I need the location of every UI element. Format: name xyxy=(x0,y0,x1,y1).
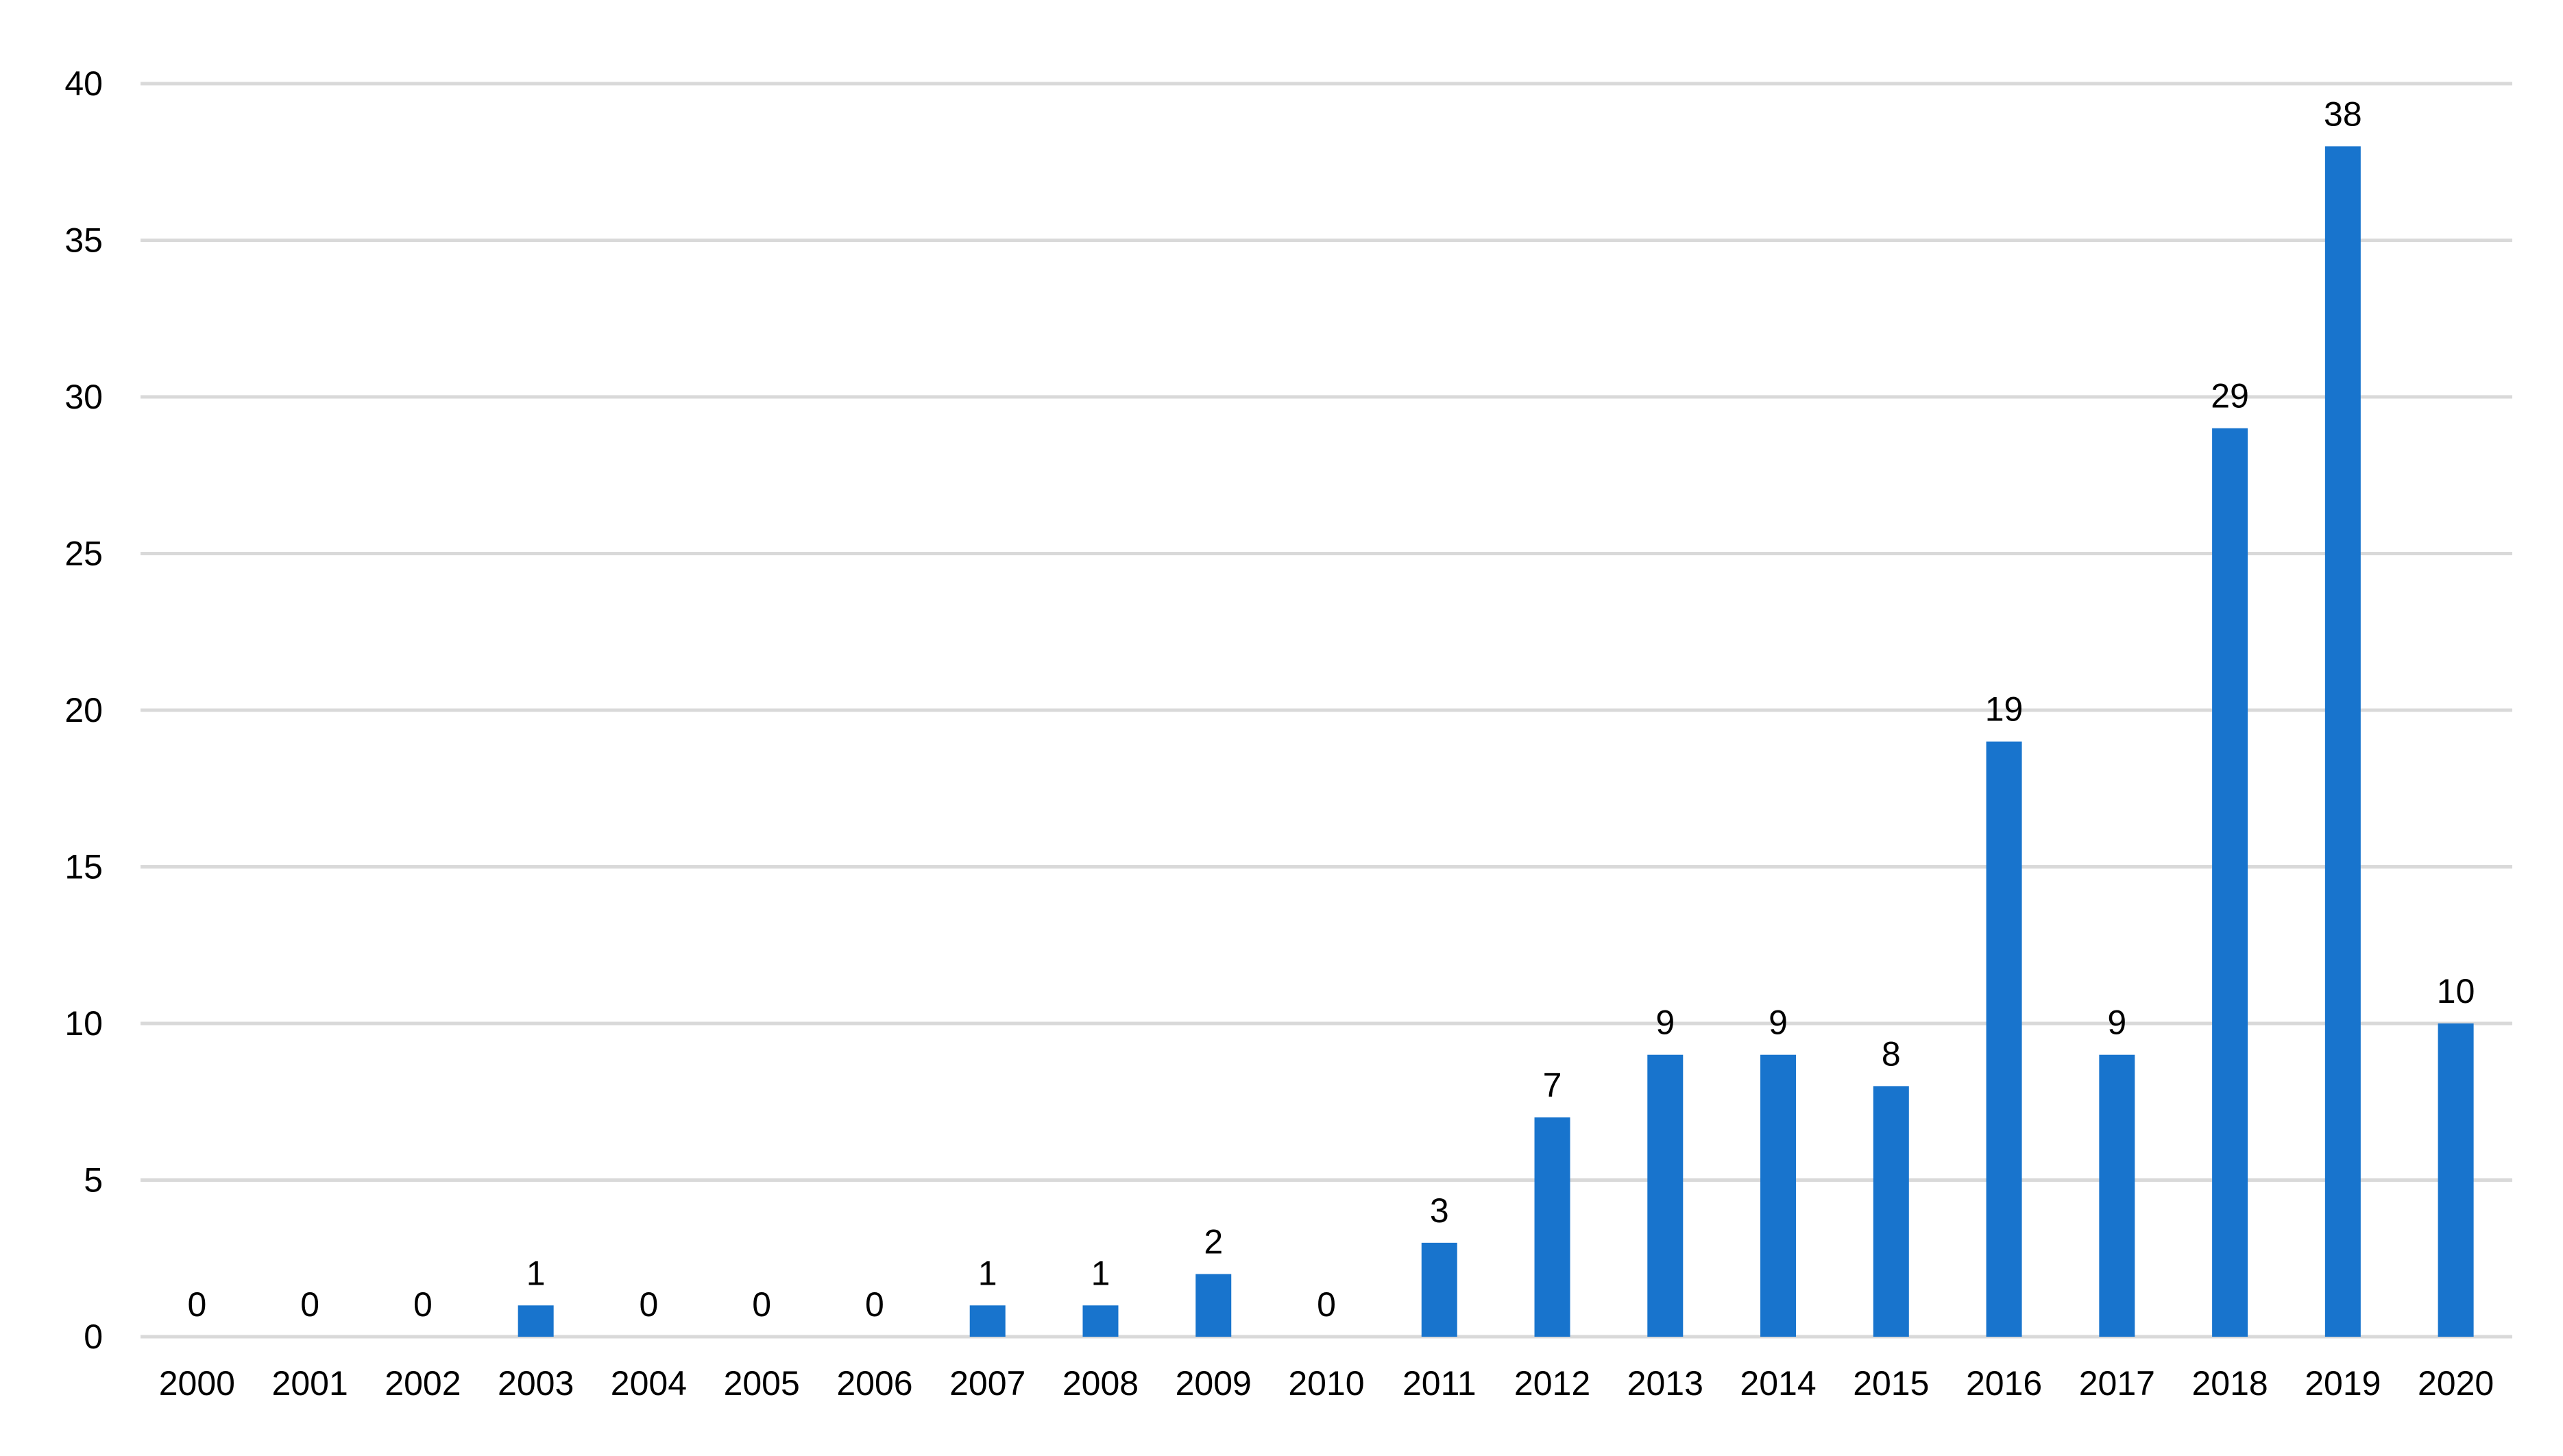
x-tick-label: 2008 xyxy=(1062,1364,1139,1403)
bar xyxy=(1760,1054,1797,1337)
y-axis-tick-labels: 0 5 10 15 20 25 30 35 40 xyxy=(64,64,103,1356)
y-tick-label: 10 xyxy=(64,1004,103,1043)
x-tick-label: 2005 xyxy=(724,1364,800,1403)
data-label: 9 xyxy=(1655,1004,1675,1042)
bars xyxy=(518,146,2474,1337)
x-tick-label: 2016 xyxy=(1966,1364,2042,1403)
data-label: 1 xyxy=(978,1254,997,1292)
x-tick-label: 2002 xyxy=(385,1364,461,1403)
data-label: 38 xyxy=(2324,95,2362,133)
bar xyxy=(1647,1054,1684,1337)
bar xyxy=(518,1305,554,1337)
y-tick-label: 15 xyxy=(64,848,103,886)
data-label: 8 xyxy=(1882,1034,1901,1073)
x-tick-label: 2007 xyxy=(949,1364,1025,1403)
data-label: 7 xyxy=(1543,1066,1562,1104)
gridlines xyxy=(141,82,2512,1339)
y-tick-label: 20 xyxy=(64,691,103,729)
bar xyxy=(2099,1054,2135,1337)
x-tick-label: 2000 xyxy=(159,1364,235,1403)
x-tick-label: 2013 xyxy=(1627,1364,1703,1403)
y-tick-label: 0 xyxy=(84,1318,103,1356)
bar xyxy=(2324,146,2361,1337)
data-label: 0 xyxy=(752,1285,771,1324)
x-tick-label: 2001 xyxy=(272,1364,348,1403)
data-label: 0 xyxy=(1317,1285,1336,1324)
x-tick-label: 2020 xyxy=(2418,1364,2494,1403)
x-axis-tick-labels: 2000 2001 2002 2003 2004 2005 2006 2007 2008 2009… xyxy=(159,1364,2494,1403)
bar xyxy=(1873,1086,1909,1337)
bar xyxy=(1534,1117,1570,1337)
data-label: 3 xyxy=(1430,1191,1449,1230)
data-label: 0 xyxy=(413,1285,433,1324)
data-label: 1 xyxy=(1091,1254,1110,1292)
x-tick-label: 2017 xyxy=(2079,1364,2155,1403)
bar xyxy=(1986,741,2022,1337)
data-label: 0 xyxy=(300,1285,319,1324)
x-tick-label: 2019 xyxy=(2305,1364,2381,1403)
data-label: 0 xyxy=(640,1285,659,1324)
x-tick-label: 2018 xyxy=(2191,1364,2268,1403)
data-label: 2 xyxy=(1204,1223,1223,1261)
data-label: 0 xyxy=(187,1285,206,1324)
data-label: 29 xyxy=(2211,377,2249,415)
x-tick-label: 2011 xyxy=(1402,1364,1477,1403)
x-tick-label: 2010 xyxy=(1288,1364,1364,1403)
data-label: 0 xyxy=(865,1285,884,1324)
x-tick-label: 2003 xyxy=(498,1364,574,1403)
bar xyxy=(1082,1305,1119,1337)
x-tick-label: 2012 xyxy=(1514,1364,1590,1403)
y-tick-label: 30 xyxy=(64,378,103,416)
x-tick-label: 2014 xyxy=(1740,1364,1816,1403)
bar xyxy=(1421,1242,1457,1337)
data-label: 9 xyxy=(1769,1004,1788,1042)
data-label: 10 xyxy=(2437,972,2475,1010)
data-label: 9 xyxy=(2107,1004,2126,1042)
data-label: 1 xyxy=(526,1254,546,1292)
x-tick-label: 2004 xyxy=(611,1364,687,1403)
y-tick-label: 40 xyxy=(64,64,103,103)
bar xyxy=(2212,428,2248,1337)
y-tick-label: 5 xyxy=(84,1161,103,1200)
bar xyxy=(2438,1023,2474,1337)
y-tick-label: 25 xyxy=(64,535,103,573)
data-label: 19 xyxy=(1985,690,2024,729)
bar xyxy=(969,1305,1006,1337)
y-tick-label: 35 xyxy=(64,221,103,260)
x-tick-label: 2015 xyxy=(1853,1364,1929,1403)
x-tick-label: 2009 xyxy=(1176,1364,1252,1403)
x-tick-label: 2006 xyxy=(836,1364,912,1403)
bar xyxy=(1195,1274,1232,1337)
